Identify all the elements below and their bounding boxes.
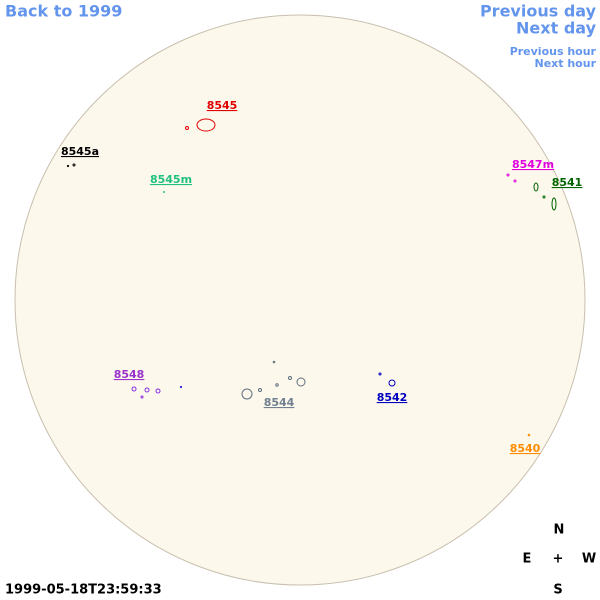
- compass-center: +: [553, 552, 564, 567]
- previous-hour-link[interactable]: Previous hour: [510, 45, 597, 58]
- region-contours: [66, 118, 557, 437]
- compass-north: N: [554, 523, 565, 538]
- back-link[interactable]: Back to 1999: [5, 2, 122, 21]
- compass-south: S: [553, 583, 562, 598]
- timestamp: 1999-05-18T23:59:33: [5, 583, 162, 598]
- region-label[interactable]: 8545: [207, 99, 238, 112]
- region-label[interactable]: 8542: [377, 391, 408, 404]
- next-day-link[interactable]: Next day: [516, 19, 597, 38]
- compass-west: W: [582, 552, 596, 567]
- region-label[interactable]: 8547m: [512, 158, 554, 171]
- previous-day-link[interactable]: Previous day: [480, 2, 597, 21]
- solar-disk: [14, 14, 586, 586]
- region-label[interactable]: 8545m: [150, 173, 192, 186]
- compass-east: E: [523, 552, 532, 567]
- region-label[interactable]: 8545a: [61, 145, 99, 158]
- region-label[interactable]: 8541: [552, 176, 583, 189]
- region-label[interactable]: 8540: [510, 442, 541, 455]
- region-label[interactable]: 8544: [264, 396, 295, 409]
- region-label[interactable]: 8548: [114, 368, 145, 381]
- next-hour-link[interactable]: Next hour: [535, 57, 597, 70]
